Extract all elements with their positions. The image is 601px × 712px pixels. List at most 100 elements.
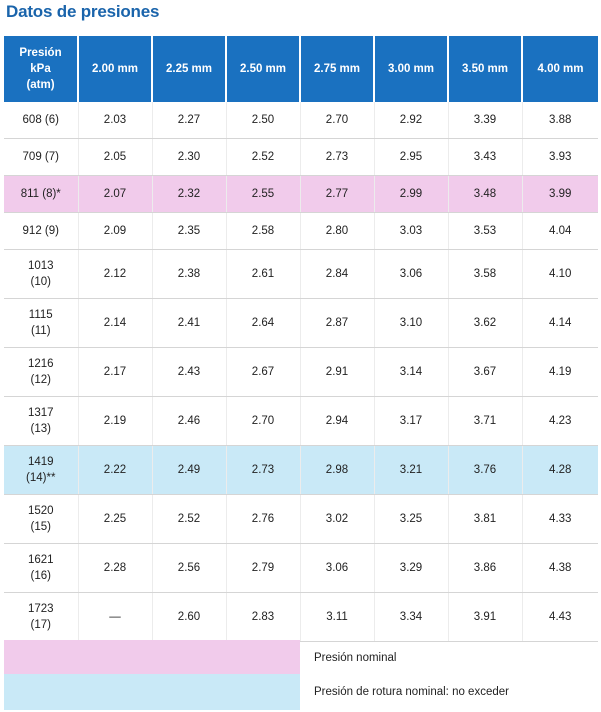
value-cell: 4.43 bbox=[522, 592, 598, 642]
value-cell: 2.58 bbox=[226, 212, 301, 250]
value-cell: 3.34 bbox=[374, 592, 449, 642]
pressure-cell: 1115 (11) bbox=[4, 298, 79, 348]
value-cell: 2.12 bbox=[78, 249, 153, 299]
table-row: 1419 (14)** 2.22 2.49 2.73 2.98 3.21 3.76 4.28 bbox=[4, 445, 598, 495]
value-cell: 3.88 bbox=[522, 102, 598, 139]
table-row: 912 (9) 2.09 2.35 2.58 2.80 3.03 3.53 4.04 bbox=[4, 212, 598, 250]
value-cell: 2.28 bbox=[78, 543, 153, 593]
value-cell: 4.38 bbox=[522, 543, 598, 593]
value-cell: 3.43 bbox=[448, 138, 523, 176]
pressure-cell-line: 1520 bbox=[27, 505, 54, 517]
value-cell: 2.91 bbox=[300, 347, 375, 397]
value-cell: 2.64 bbox=[226, 298, 301, 348]
value-cell: 3.76 bbox=[448, 445, 523, 495]
value-cell: 3.91 bbox=[448, 592, 523, 642]
value-cell: 2.80 bbox=[300, 212, 375, 250]
value-cell: 2.70 bbox=[300, 102, 375, 139]
pressure-cell-line: 912 (9) bbox=[22, 225, 59, 237]
table-row: 1723 (17) —2.60 2.83 3.11 3.34 3.91 4.43 bbox=[4, 592, 598, 642]
value-cell: 2.05 bbox=[78, 138, 153, 176]
value-cell: 2.99 bbox=[374, 175, 449, 213]
value-cell: 2.32 bbox=[152, 175, 227, 213]
value-cell: 2.87 bbox=[300, 298, 375, 348]
pressure-cell-line: (12) bbox=[30, 374, 51, 386]
value-cell: 2.22 bbox=[78, 445, 153, 495]
pressure-cell: 1216 (12) bbox=[4, 347, 79, 397]
value-cell: 3.86 bbox=[448, 543, 523, 593]
value-cell: 3.06 bbox=[300, 543, 375, 593]
value-cell: 3.02 bbox=[300, 494, 375, 544]
value-cell: 2.56 bbox=[152, 543, 227, 593]
pressure-table: Presión kPa (atm) 2.00 mm 2.25 mm 2.50 m… bbox=[4, 36, 598, 642]
pressure-cell-line: (15) bbox=[30, 521, 51, 533]
value-cell: 4.33 bbox=[522, 494, 598, 544]
pressure-cell-line: (13) bbox=[30, 423, 51, 435]
value-cell: 3.03 bbox=[374, 212, 449, 250]
value-cell: 2.83 bbox=[226, 592, 301, 642]
pressure-cell-line: 1013 bbox=[27, 260, 54, 272]
pressure-cell: 1520 (15) bbox=[4, 494, 79, 544]
legend-label-rotura: Presión de rotura nominal: no exceder bbox=[314, 686, 509, 698]
table-row: 1115 (11) 2.14 2.41 2.64 2.87 3.10 3.62 4.14 bbox=[4, 298, 598, 348]
value-cell: 2.73 bbox=[300, 138, 375, 176]
value-cell: 2.41 bbox=[152, 298, 227, 348]
value-cell: 2.70 bbox=[226, 396, 301, 446]
value-cell: 4.19 bbox=[522, 347, 598, 397]
value-cell: 2.92 bbox=[374, 102, 449, 139]
pressure-cell: 1013 (10) bbox=[4, 249, 79, 299]
column-header: 3.50 mm bbox=[448, 36, 523, 102]
value-cell: 3.48 bbox=[448, 175, 523, 213]
column-header: 2.00 mm bbox=[78, 36, 153, 102]
table-row: 1520 (15) 2.25 2.52 2.76 3.02 3.25 3.81 4.33 bbox=[4, 494, 598, 544]
legend-item-nominal: Presión nominal bbox=[4, 640, 598, 676]
table-row: 709 (7) 2.05 2.30 2.52 2.73 2.95 3.43 3.93 bbox=[4, 138, 598, 176]
value-cell: 2.52 bbox=[226, 138, 301, 176]
column-header: 2.75 mm bbox=[300, 36, 375, 102]
value-cell: 2.98 bbox=[300, 445, 375, 495]
pressure-cell-line: 1723 bbox=[27, 603, 54, 615]
value-cell: 2.95 bbox=[374, 138, 449, 176]
table-body: 608 (6) 2.03 2.27 2.50 2.70 2.92 3.39 3.88 709 (… bbox=[4, 102, 598, 642]
legend-label-nominal: Presión nominal bbox=[314, 652, 397, 664]
legend-item-rotura: Presión de rotura nominal: no exceder bbox=[4, 674, 598, 710]
value-cell: 2.07 bbox=[78, 175, 153, 213]
value-cell: 3.11 bbox=[300, 592, 375, 642]
column-header: 2.25 mm bbox=[152, 36, 227, 102]
value-cell: 2.35 bbox=[152, 212, 227, 250]
pressure-cell: 709 (7) bbox=[4, 138, 79, 176]
table-header-row: Presión kPa (atm) 2.00 mm 2.25 mm 2.50 m… bbox=[4, 36, 598, 102]
pressure-cell-line: (10) bbox=[30, 276, 51, 288]
pressure-cell-line: 1115 bbox=[28, 309, 53, 321]
pressure-cell-line: 608 (6) bbox=[22, 114, 59, 126]
pressure-cell: 1723 (17) bbox=[4, 592, 79, 642]
value-cell: 2.17 bbox=[78, 347, 153, 397]
value-cell: 4.10 bbox=[522, 249, 598, 299]
value-cell: 2.61 bbox=[226, 249, 301, 299]
pressure-cell-line: 1317 bbox=[27, 407, 54, 419]
table-row: 1216 (12) 2.17 2.43 2.67 2.91 3.14 3.67 4.19 bbox=[4, 347, 598, 397]
value-cell: 3.06 bbox=[374, 249, 449, 299]
legend-swatch-nominal bbox=[4, 640, 300, 676]
table-row: 1621 (16) 2.28 2.56 2.79 3.06 3.29 3.86 4.38 bbox=[4, 543, 598, 593]
value-cell: 3.58 bbox=[448, 249, 523, 299]
legend-swatch-rotura bbox=[4, 674, 300, 710]
pressure-cell: 1621 (16) bbox=[4, 543, 79, 593]
value-cell: 2.76 bbox=[226, 494, 301, 544]
pressure-cell-line: (16) bbox=[30, 570, 51, 582]
value-cell: 2.03 bbox=[78, 102, 153, 139]
value-cell: 2.14 bbox=[78, 298, 153, 348]
value-cell: 4.28 bbox=[522, 445, 598, 495]
value-cell: 3.81 bbox=[448, 494, 523, 544]
value-cell: 4.23 bbox=[522, 396, 598, 446]
column-header: 2.50 mm bbox=[226, 36, 301, 102]
value-cell: 2.94 bbox=[300, 396, 375, 446]
value-cell: 3.17 bbox=[374, 396, 449, 446]
pressure-cell: 912 (9) bbox=[4, 212, 79, 250]
value-cell: 2.30 bbox=[152, 138, 227, 176]
value-cell: 4.14 bbox=[522, 298, 598, 348]
value-cell: 3.39 bbox=[448, 102, 523, 139]
pressure-column-header: Presión kPa (atm) bbox=[4, 36, 79, 102]
pressure-cell-line: 811 (8)* bbox=[20, 188, 61, 200]
value-cell: 2.19 bbox=[78, 396, 153, 446]
pressure-cell-line: 1621 bbox=[27, 554, 54, 566]
